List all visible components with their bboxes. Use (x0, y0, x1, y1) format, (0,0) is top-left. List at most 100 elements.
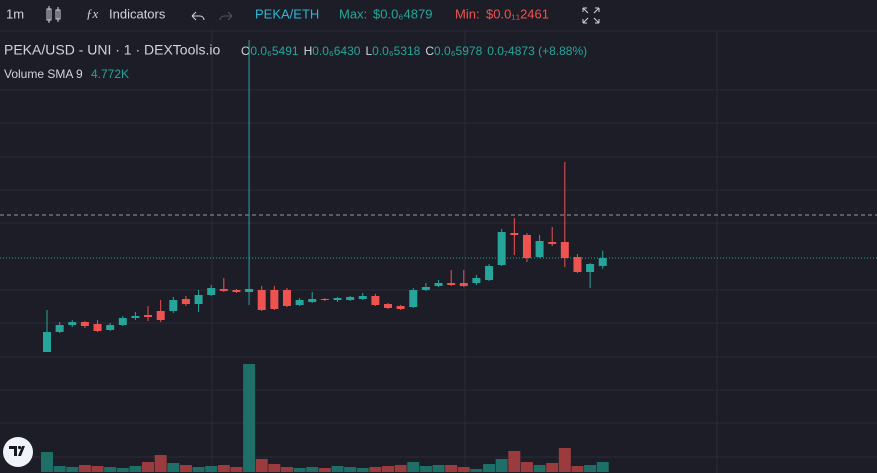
candle-body (232, 290, 241, 292)
volume-bar (533, 465, 546, 472)
volume-bar (596, 462, 609, 472)
candle-body (522, 235, 531, 258)
grid (0, 30, 877, 473)
volume-bar (116, 468, 129, 472)
indicators-button[interactable]: Indicators (109, 6, 166, 21)
candle-body (384, 304, 393, 308)
candle-body (219, 289, 228, 291)
volume-bar (66, 467, 79, 472)
tradingview-logo (3, 437, 33, 467)
volume-bar (558, 448, 571, 472)
ohlc-label: L (365, 44, 372, 58)
candle-body (207, 288, 216, 295)
volume-bar (432, 465, 445, 472)
volume-bar (205, 466, 218, 472)
candle-body (270, 290, 279, 309)
volume-bar (394, 465, 407, 472)
candle-body (194, 295, 203, 304)
candle-body (93, 324, 102, 331)
ohlc-label: H (304, 44, 313, 58)
candle-body (181, 299, 190, 304)
volume-bar (179, 465, 192, 472)
candle-body (144, 315, 153, 317)
min-value: $0.0₁₁2461 (486, 6, 549, 21)
candle-body (485, 266, 494, 280)
candle-body (598, 258, 607, 266)
volume-bar (344, 467, 357, 472)
candle-body (434, 283, 443, 286)
volume-bar (457, 467, 470, 472)
ohlc-value: 0.0₆5978 (434, 44, 483, 58)
candle-body (586, 264, 595, 272)
volume-bar (584, 465, 597, 472)
candle-body (43, 332, 51, 352)
max-value: $0.0₆4879 (373, 6, 432, 21)
volume-bar (230, 467, 243, 472)
volume-value: 4.772K (91, 67, 129, 81)
volume-bar (419, 466, 432, 472)
undo-button[interactable] (191, 11, 205, 21)
volume-bar (571, 466, 584, 472)
volume-bar (382, 466, 395, 472)
fullscreen-button[interactable] (582, 7, 600, 24)
candle-body (371, 296, 380, 305)
redo-button[interactable] (219, 11, 233, 21)
candle-body (106, 325, 115, 330)
ohlc-value: 0.0₆5318 (372, 44, 421, 58)
max-label: Max: (339, 6, 367, 21)
candle-body (472, 278, 481, 283)
volume-bar (192, 467, 205, 472)
candle-body (257, 290, 266, 310)
volume-bar (445, 465, 458, 472)
volume-bar (255, 459, 268, 472)
volume-bar (483, 464, 496, 472)
candle-body (169, 300, 178, 311)
volume-bar (369, 467, 382, 472)
candle-body (421, 287, 430, 290)
ohlc-legend: O 0.0₆5491 H 0.0₆6430 L 0.0₆5318 C 0.0₆5978 0.0₇… (241, 44, 587, 58)
volume-bar (217, 465, 230, 472)
ohlc-label: C (425, 44, 434, 58)
min-label: Min: (455, 6, 480, 21)
ohlc-value: 0.0₆5491 (250, 44, 299, 58)
candle-body (548, 242, 557, 244)
candle-body (396, 306, 405, 309)
volume-bar (293, 468, 306, 472)
candle-body (282, 290, 291, 306)
volume-bar (508, 451, 521, 472)
volume-bar (142, 462, 155, 472)
ohlc-label: O (241, 44, 250, 58)
candle-body (447, 283, 456, 285)
volume-bar (306, 467, 319, 472)
pair-button[interactable]: PEKA/ETH (255, 6, 319, 21)
candle-body (156, 311, 165, 320)
volume-label: Volume SMA 9 (4, 67, 83, 81)
volume-bar (78, 465, 91, 472)
chart-type-icon[interactable] (46, 6, 61, 23)
candle-body (308, 299, 317, 302)
ohlc-value: 0.0₆6430 (312, 44, 361, 58)
volume-bar (280, 467, 293, 472)
volume-bar (243, 364, 256, 472)
interval-button[interactable]: 1m (6, 6, 24, 21)
symbol-title: PEKA/USD - UNI · 1 · DEXTools.io (4, 42, 220, 58)
candle-body (459, 283, 468, 286)
change-value: 0.0₇4873 (+8.88%) (487, 44, 587, 58)
candle-body (68, 322, 77, 325)
volume-bar (546, 463, 559, 472)
volume-bar (318, 468, 331, 472)
candle-body (560, 242, 569, 258)
candle-body (346, 297, 355, 300)
volume-bar (520, 462, 533, 472)
volume-bar (154, 455, 167, 472)
candle-body (510, 233, 519, 235)
volume-bar (407, 462, 420, 472)
candle-body (131, 316, 140, 318)
candle-body (409, 290, 418, 307)
volume-bar (53, 466, 66, 472)
volume-bar (41, 452, 53, 472)
candle-body (573, 257, 582, 272)
